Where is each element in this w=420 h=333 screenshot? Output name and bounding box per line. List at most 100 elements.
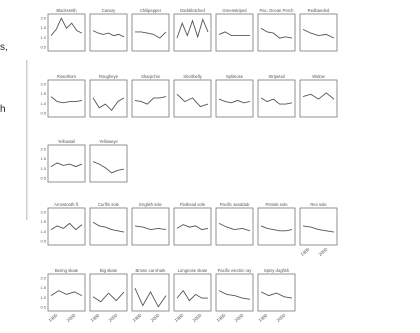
panel-title: Yellowtail: [58, 139, 75, 144]
series-line: [92, 30, 125, 38]
series-line: [302, 92, 335, 100]
x-tick-label: 2000: [150, 312, 161, 323]
panel-frame: [173, 13, 212, 52]
series-line: [218, 290, 251, 300]
panel-frame: [89, 273, 128, 312]
series-line: [134, 288, 167, 308]
y-tick-label: 1.5: [40, 219, 46, 224]
panel-frame: [215, 79, 254, 118]
panel-title: Darkblotched: [180, 8, 205, 13]
series-line: [176, 224, 209, 231]
x-tick-label: 2000: [318, 246, 329, 257]
panel-frame: [173, 207, 212, 246]
panel-title: Rosethorn: [57, 74, 77, 79]
panel-title: Chilipepper: [140, 8, 162, 13]
series-line: [260, 97, 293, 105]
panel-title: Spiny dogfish: [264, 268, 290, 273]
y-tick-label: 1.5: [40, 156, 46, 161]
series-line: [50, 290, 83, 297]
panel-frame: [257, 79, 296, 118]
panel-title: Pacific electric ray: [218, 268, 253, 273]
panel-title: Yelloweye: [99, 139, 118, 144]
panel-frame: [47, 79, 86, 118]
series-line: [218, 222, 251, 232]
panel-frame: [257, 207, 296, 246]
panel-frame: [47, 13, 86, 52]
series-line: [50, 222, 83, 231]
panel-title: Blacksmith: [56, 8, 77, 13]
panel-frame: [89, 13, 128, 52]
panel-title: Shortbelly: [183, 74, 203, 79]
x-tick-label: 1980: [216, 312, 227, 323]
panel-frame: [299, 79, 338, 118]
series-line: [260, 27, 293, 39]
panel-title: Bering skate: [55, 268, 79, 273]
panel-frame: [215, 207, 254, 246]
series-line: [50, 96, 83, 104]
panel-title: Big skate: [100, 268, 118, 273]
panel-title: Rougheye: [99, 74, 119, 79]
x-tick-label: 2000: [276, 312, 287, 323]
panel-frame: [257, 13, 296, 52]
series-line: [50, 17, 83, 36]
y-tick-label: 0.5: [40, 305, 46, 310]
y-tick-label: 1.5: [40, 285, 46, 290]
series-line: [176, 93, 209, 108]
panel-title: Redbanded: [308, 8, 330, 13]
x-tick-label: 2000: [66, 312, 77, 323]
y-tick-label: 1.0: [40, 101, 46, 106]
series-line: [92, 161, 125, 174]
x-tick-label: 2000: [108, 312, 119, 323]
panel-frame: [89, 144, 128, 183]
y-tick-label: 0.5: [40, 239, 46, 244]
y-tick-label: 0.5: [40, 45, 46, 50]
panel-title: Brown cat shark: [135, 268, 166, 273]
panel-frame: [131, 207, 170, 246]
series-line: [50, 162, 83, 168]
series-line: [218, 31, 250, 37]
panel-frame: [47, 273, 86, 312]
y-tick-label: 2.0: [40, 210, 46, 215]
panel-title: Sharpchin: [141, 74, 161, 79]
panel-frame: [47, 144, 86, 183]
y-tick-label: 1.5: [40, 25, 46, 30]
series-line: [176, 289, 208, 302]
series-line: [92, 221, 125, 233]
y-tick-label: 1.0: [40, 229, 46, 234]
left-cut-text-2: h: [0, 104, 6, 115]
x-tick-label: 1980: [174, 312, 185, 323]
series-line: [176, 18, 209, 39]
y-tick-label: 1.5: [40, 91, 46, 96]
x-tick-label: 1980: [300, 246, 311, 257]
y-tick-label: 1.0: [40, 35, 46, 40]
panel-title: Greenstriped: [222, 8, 247, 13]
panel-title: Splitnose: [226, 74, 244, 79]
series-line: [92, 97, 125, 111]
y-tick-label: 0.5: [40, 111, 46, 116]
x-tick-label: 2000: [192, 312, 203, 323]
y-tick-label: 2.0: [40, 276, 46, 281]
x-tick-label: 1980: [258, 312, 269, 323]
panel-frame: [89, 207, 128, 246]
panel-frame: [47, 207, 86, 246]
panel-frame: [131, 273, 170, 312]
series-line: [92, 291, 125, 303]
x-tick-label: 1980: [48, 312, 59, 323]
panel-title: Curlfin sole: [98, 202, 120, 207]
panel-frame: [215, 273, 254, 312]
panel-frame: [131, 79, 170, 118]
panel-title: Pacific sanddab: [220, 202, 250, 207]
series-line: [302, 28, 335, 39]
series-line: [134, 225, 167, 231]
y-tick-label: 1.0: [40, 166, 46, 171]
y-axis-title-faint: [26, 60, 28, 220]
panel-title: Arrowtooth fl.: [54, 202, 79, 207]
series-line: [260, 291, 293, 299]
series-line: [260, 225, 293, 232]
panel-title: Rex sole: [310, 202, 327, 207]
panel-title: Flathead sole: [180, 202, 206, 207]
panel-frame: [215, 13, 254, 52]
x-tick-label: 2000: [234, 312, 245, 323]
panel-frame: [173, 79, 212, 118]
series-line: [134, 96, 167, 105]
